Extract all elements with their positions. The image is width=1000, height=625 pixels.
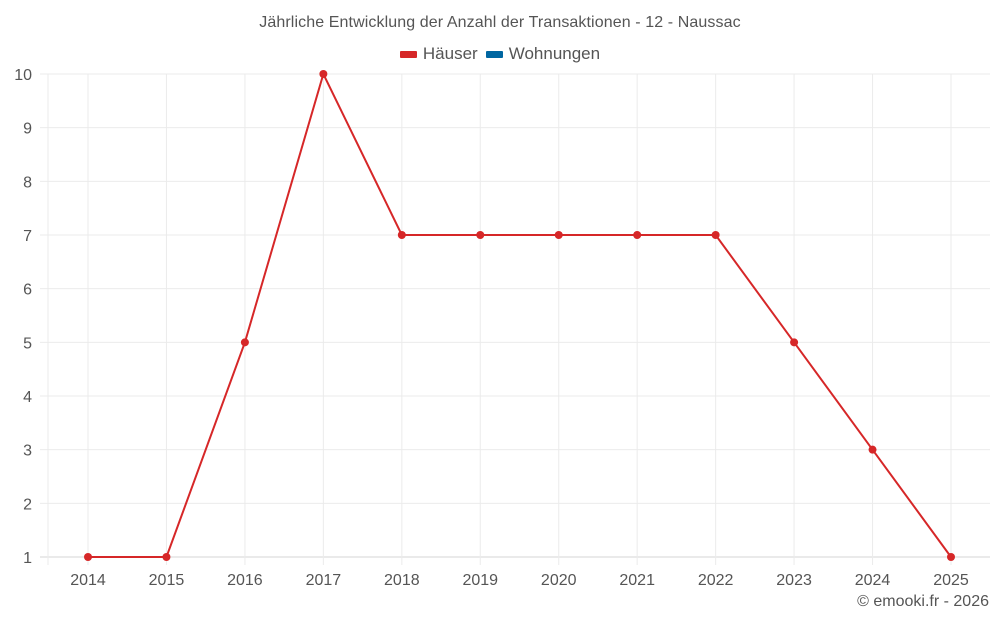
y-tick-label: 6 <box>23 282 32 299</box>
x-tick-label: 2022 <box>698 572 734 589</box>
x-tick-label: 2023 <box>776 572 812 589</box>
data-point[interactable] <box>476 231 485 239</box>
data-point[interactable] <box>947 553 955 561</box>
legend-swatch-apartments-icon <box>485 50 503 58</box>
legend-item-houses[interactable]: Häuser <box>399 44 478 64</box>
data-point[interactable] <box>240 338 249 347</box>
legend-label-apartments: Wohnungen <box>508 44 601 63</box>
data-point[interactable] <box>319 70 328 78</box>
y-axis: 1 2 3 4 5 6 7 8 9 10 <box>14 67 32 567</box>
legend-item-apartments[interactable]: Wohnungen <box>485 44 601 64</box>
legend: Häuser Wohnungen <box>0 44 1000 64</box>
data-point[interactable] <box>554 231 563 239</box>
y-tick-label: 1 <box>23 550 32 567</box>
x-tick-label: 2021 <box>619 572 655 589</box>
y-tick-label: 2 <box>23 496 32 513</box>
legend-swatch-houses-icon <box>399 50 417 58</box>
legend-label-houses: Häuser <box>422 44 478 63</box>
y-tick-label: 8 <box>23 174 32 191</box>
x-axis: 2014 2015 2016 2017 2018 2019 2020 2021 2022 2023… <box>70 572 969 589</box>
data-point[interactable] <box>868 445 877 454</box>
x-tick-label: 2016 <box>227 572 263 589</box>
credit-text: © emooki.fr - 2026 <box>857 593 989 610</box>
data-point[interactable] <box>790 338 799 347</box>
y-tick-label: 10 <box>14 67 32 84</box>
x-tick-label: 2024 <box>855 572 891 589</box>
x-tick-label: 2015 <box>149 572 185 589</box>
data-point[interactable] <box>84 553 92 561</box>
y-tick-label: 7 <box>23 228 32 245</box>
x-tick-label: 2019 <box>462 572 498 589</box>
data-point[interactable] <box>162 553 171 561</box>
x-tick-label: 2025 <box>933 572 969 589</box>
data-point[interactable] <box>397 231 406 239</box>
x-tick-label: 2017 <box>306 572 342 589</box>
series-line <box>88 71 952 558</box>
y-tick-label: 4 <box>23 389 32 406</box>
y-tick-label: 9 <box>23 121 32 138</box>
data-point[interactable] <box>711 231 720 239</box>
series-houses <box>84 70 955 561</box>
y-tick-label: 5 <box>23 335 32 352</box>
x-tick-label: 2014 <box>70 572 106 589</box>
data-point[interactable] <box>633 231 642 239</box>
chart-title: Jährliche Entwicklung der Anzahl der Tra… <box>259 14 741 31</box>
y-tick-label: 3 <box>23 443 32 460</box>
grid-lines <box>40 73 990 565</box>
x-tick-label: 2018 <box>384 572 420 589</box>
x-tick-label: 2020 <box>541 572 577 589</box>
